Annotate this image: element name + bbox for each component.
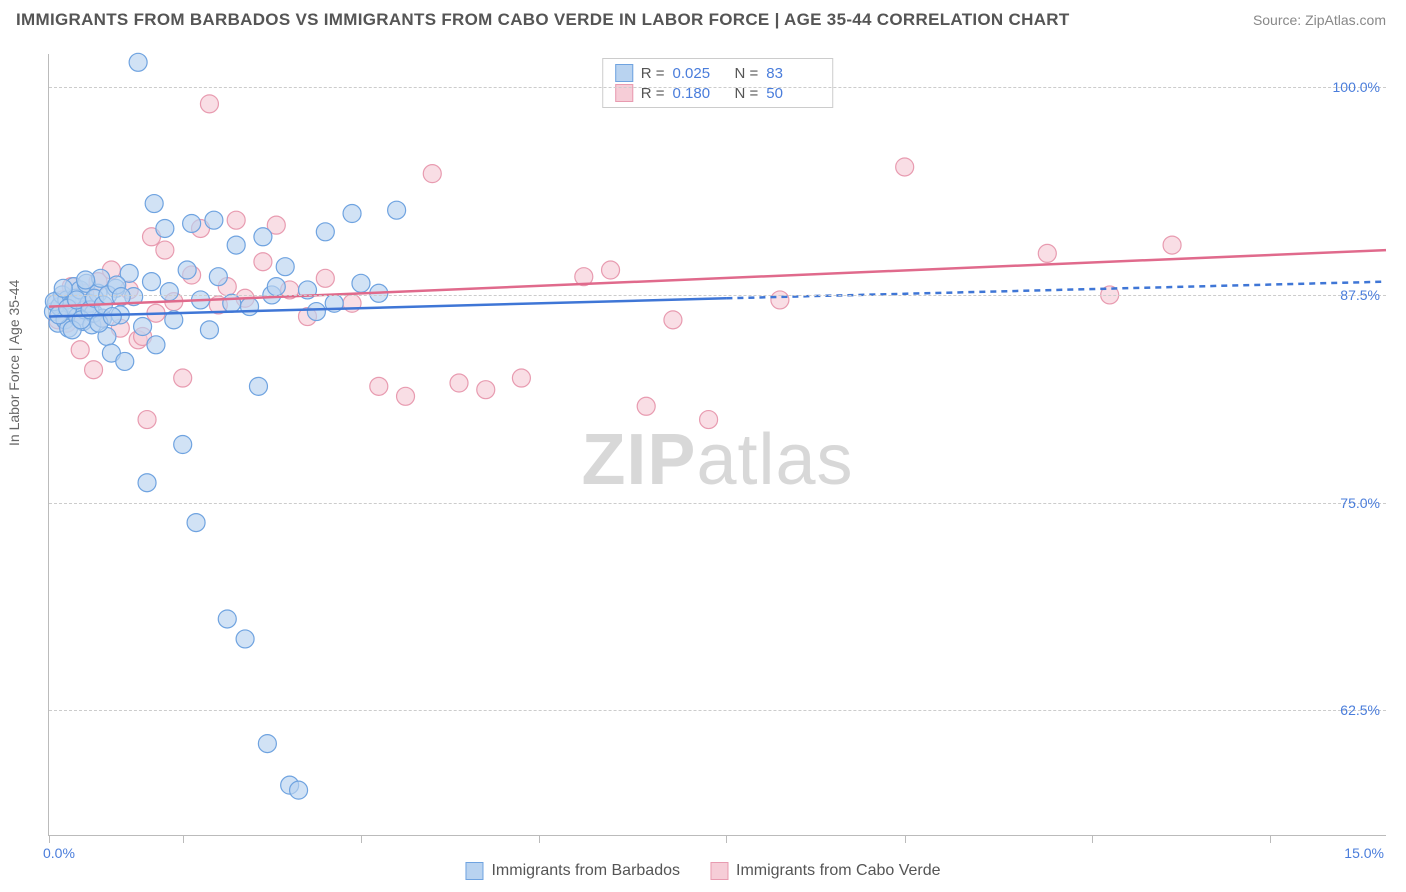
data-point: [896, 158, 914, 176]
data-point: [450, 374, 468, 392]
data-point: [477, 381, 495, 399]
y-tick-label: 75.0%: [1340, 495, 1380, 511]
data-point: [129, 53, 147, 71]
data-point: [138, 411, 156, 429]
data-point: [423, 165, 441, 183]
data-point: [258, 735, 276, 753]
data-point: [187, 514, 205, 532]
plot-area: ZIPatlas R = 0.025 N = 83 R = 0.180 N = …: [48, 54, 1386, 836]
legend-item-barbados: Immigrants from Barbados: [465, 862, 680, 880]
data-point: [200, 95, 218, 113]
x-axis-min-label: 0.0%: [43, 845, 75, 861]
data-point: [512, 369, 530, 387]
x-tick: [1092, 835, 1093, 843]
data-point: [160, 283, 178, 301]
gridline: [49, 503, 1386, 504]
data-point: [307, 303, 325, 321]
r-label: R =: [641, 65, 665, 82]
data-point: [71, 341, 89, 359]
x-tick: [905, 835, 906, 843]
gridline: [49, 710, 1386, 711]
data-point: [370, 377, 388, 395]
data-point: [771, 291, 789, 309]
data-point: [223, 294, 241, 312]
data-point: [241, 298, 259, 316]
data-point: [249, 377, 267, 395]
data-point: [200, 321, 218, 339]
data-point: [174, 436, 192, 454]
data-point: [147, 336, 165, 354]
data-point: [397, 387, 415, 405]
x-tick: [726, 835, 727, 843]
data-point: [178, 261, 196, 279]
legend-row-caboverde: R = 0.180 N = 50: [615, 83, 821, 103]
data-point: [602, 261, 620, 279]
x-tick: [49, 835, 50, 843]
data-point: [156, 241, 174, 259]
y-tick-label: 87.5%: [1340, 287, 1380, 303]
series-legend: Immigrants from Barbados Immigrants from…: [465, 862, 940, 880]
data-point: [205, 211, 223, 229]
source-attribution: Source: ZipAtlas.com: [1253, 12, 1386, 28]
y-tick-label: 62.5%: [1340, 702, 1380, 718]
data-point: [116, 352, 134, 370]
data-point: [156, 219, 174, 237]
data-point: [254, 253, 272, 271]
legend-item-caboverde: Immigrants from Cabo Verde: [710, 862, 941, 880]
data-point: [276, 258, 294, 276]
data-point: [227, 211, 245, 229]
correlation-legend: R = 0.025 N = 83 R = 0.180 N = 50: [602, 58, 834, 108]
r-value-barbados: 0.025: [673, 65, 727, 82]
data-point: [343, 205, 361, 223]
data-point: [209, 268, 227, 286]
data-point: [227, 236, 245, 254]
legend-row-barbados: R = 0.025 N = 83: [615, 63, 821, 83]
x-axis-max-label: 15.0%: [1344, 845, 1384, 861]
data-point: [316, 223, 334, 241]
chart-title: IMMIGRANTS FROM BARBADOS VS IMMIGRANTS F…: [16, 10, 1070, 30]
data-point: [138, 474, 156, 492]
swatch-barbados: [615, 64, 633, 82]
data-point: [700, 411, 718, 429]
n-value-barbados: 83: [766, 65, 820, 82]
legend-label-barbados: Immigrants from Barbados: [491, 862, 680, 880]
x-tick: [539, 835, 540, 843]
data-point: [183, 214, 201, 232]
legend-label-caboverde: Immigrants from Cabo Verde: [736, 862, 941, 880]
x-tick: [1270, 835, 1271, 843]
data-point: [1163, 236, 1181, 254]
data-point: [134, 318, 152, 336]
y-tick-label: 100.0%: [1333, 79, 1380, 95]
data-point: [352, 274, 370, 292]
data-point: [143, 273, 161, 291]
data-point: [254, 228, 272, 246]
data-point: [77, 271, 95, 289]
gridline: [49, 87, 1386, 88]
data-point: [664, 311, 682, 329]
data-point: [316, 269, 334, 287]
data-point: [218, 610, 236, 628]
x-tick: [183, 835, 184, 843]
data-point: [1038, 244, 1056, 262]
swatch-barbados-icon: [465, 862, 483, 880]
data-point: [637, 397, 655, 415]
scatter-svg: [49, 54, 1386, 835]
data-point: [290, 781, 308, 799]
data-point: [174, 369, 192, 387]
swatch-caboverde-icon: [710, 862, 728, 880]
data-point: [85, 361, 103, 379]
data-point: [388, 201, 406, 219]
chart-header: IMMIGRANTS FROM BARBADOS VS IMMIGRANTS F…: [0, 0, 1406, 36]
data-point: [267, 278, 285, 296]
gridline: [49, 295, 1386, 296]
x-tick: [361, 835, 362, 843]
n-label: N =: [735, 65, 759, 82]
y-axis-title: In Labor Force | Age 35-44: [6, 280, 22, 446]
data-point: [145, 195, 163, 213]
data-point: [236, 630, 254, 648]
data-point: [103, 308, 121, 326]
